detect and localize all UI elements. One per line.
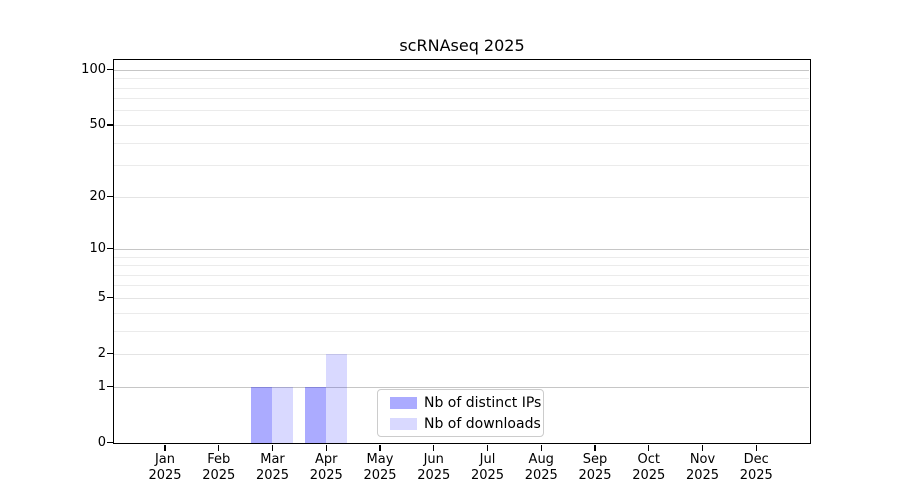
- chart-title: scRNAseq 2025: [399, 36, 525, 55]
- x-tick-label-dec-2025: Dec 2025: [739, 452, 773, 483]
- x-tick-label-jan-2025: Jan 2025: [148, 452, 182, 483]
- legend-item-distinct-ips: Nb of distinct IPs: [390, 394, 541, 411]
- gridline-y-7: [114, 274, 809, 276]
- x-tick-label-nov-2025: Nov 2025: [685, 452, 720, 483]
- x-tick-mark-aug: [540, 444, 542, 451]
- gridline-y-40: [114, 142, 809, 144]
- legend-swatch-distinct-ips: [390, 396, 417, 409]
- y-tick-mark-0: [106, 441, 113, 444]
- gridline-y-8: [114, 265, 809, 267]
- x-tick-mark-sep: [594, 444, 596, 451]
- y-tick-mark-10: [106, 248, 113, 250]
- y-tick-label-10: 10: [89, 240, 106, 256]
- gridline-y-2: [114, 353, 809, 355]
- legend: Nb of distinct IPs Nb of downloads: [377, 389, 544, 437]
- x-tick-label-may-2025: May 2025: [363, 452, 397, 483]
- gridline-y-100: [114, 69, 809, 71]
- y-tick-label-1: 1: [97, 378, 106, 394]
- y-tick-label-0: 0: [97, 434, 106, 450]
- x-tick-label-mar-2025: Mar 2025: [255, 452, 290, 483]
- gridline-y-80: [114, 87, 809, 89]
- x-tick-mark-oct: [648, 444, 650, 451]
- x-tick-mark-feb: [218, 444, 220, 451]
- y-tick-mark-2: [106, 353, 113, 355]
- x-tick-mark-jul: [486, 444, 489, 451]
- y-tick-label-50: 50: [89, 116, 106, 132]
- y-tick-mark-100: [106, 68, 113, 71]
- y-tick-label-100: 100: [81, 61, 106, 77]
- x-tick-label-oct-2025: Oct 2025: [632, 452, 666, 483]
- x-tick-label-feb-2025: Feb 2025: [202, 452, 236, 483]
- gridline-y-4: [114, 312, 809, 314]
- x-tick-mark-may: [379, 444, 381, 451]
- gridline-y-30: [114, 165, 809, 167]
- x-tick-label-jul-2025: Jul 2025: [470, 452, 505, 483]
- gridline-y-90: [114, 78, 809, 80]
- y-tick-mark-5: [106, 297, 113, 299]
- bar-nb-of-distinct-ips-apr: [304, 387, 326, 443]
- y-tick-label-20: 20: [89, 188, 106, 204]
- y-tick-mark-20: [106, 195, 113, 198]
- gridline-y-20: [114, 196, 809, 198]
- x-tick-label-jun-2025: Jun 2025: [417, 452, 451, 483]
- x-tick-mark-dec: [755, 444, 757, 451]
- gridline-y-10: [114, 248, 809, 250]
- gridline-y-6: [114, 285, 809, 287]
- x-tick-mark-mar: [271, 444, 274, 451]
- gridline-y-70: [114, 98, 809, 100]
- x-tick-mark-jan: [164, 444, 166, 451]
- legend-item-downloads: Nb of downloads: [390, 415, 541, 432]
- x-tick-label-apr-2025: Apr 2025: [309, 452, 343, 483]
- bar-nb-of-downloads-mar: [272, 387, 293, 443]
- x-tick-label-sep-2025: Sep 2025: [578, 452, 612, 483]
- gridline-y-5: [114, 297, 809, 299]
- bar-nb-of-downloads-apr: [325, 354, 347, 443]
- bar-nb-of-distinct-ips-mar: [251, 387, 272, 443]
- y-tick-label-2: 2: [97, 345, 106, 361]
- legend-label-distinct-ips: Nb of distinct IPs: [424, 394, 542, 411]
- y-tick-mark-1: [106, 385, 113, 388]
- legend-swatch-downloads: [390, 417, 417, 430]
- gridline-y-50: [114, 124, 809, 126]
- gridline-y-60: [114, 110, 809, 112]
- y-tick-mark-50: [106, 124, 113, 126]
- legend-label-downloads: Nb of downloads: [424, 415, 541, 432]
- x-tick-label-aug-2025: Aug 2025: [524, 452, 558, 483]
- x-tick-mark-jun: [433, 444, 435, 451]
- gridline-y-9: [114, 256, 809, 258]
- y-tick-label-5: 5: [97, 289, 106, 305]
- x-tick-mark-nov: [701, 444, 704, 451]
- gridline-y-3: [114, 330, 809, 332]
- x-tick-mark-apr: [325, 444, 327, 451]
- gridline-y-1: [114, 386, 809, 388]
- plot-area: Nb of distinct IPs Nb of downloads: [113, 59, 811, 444]
